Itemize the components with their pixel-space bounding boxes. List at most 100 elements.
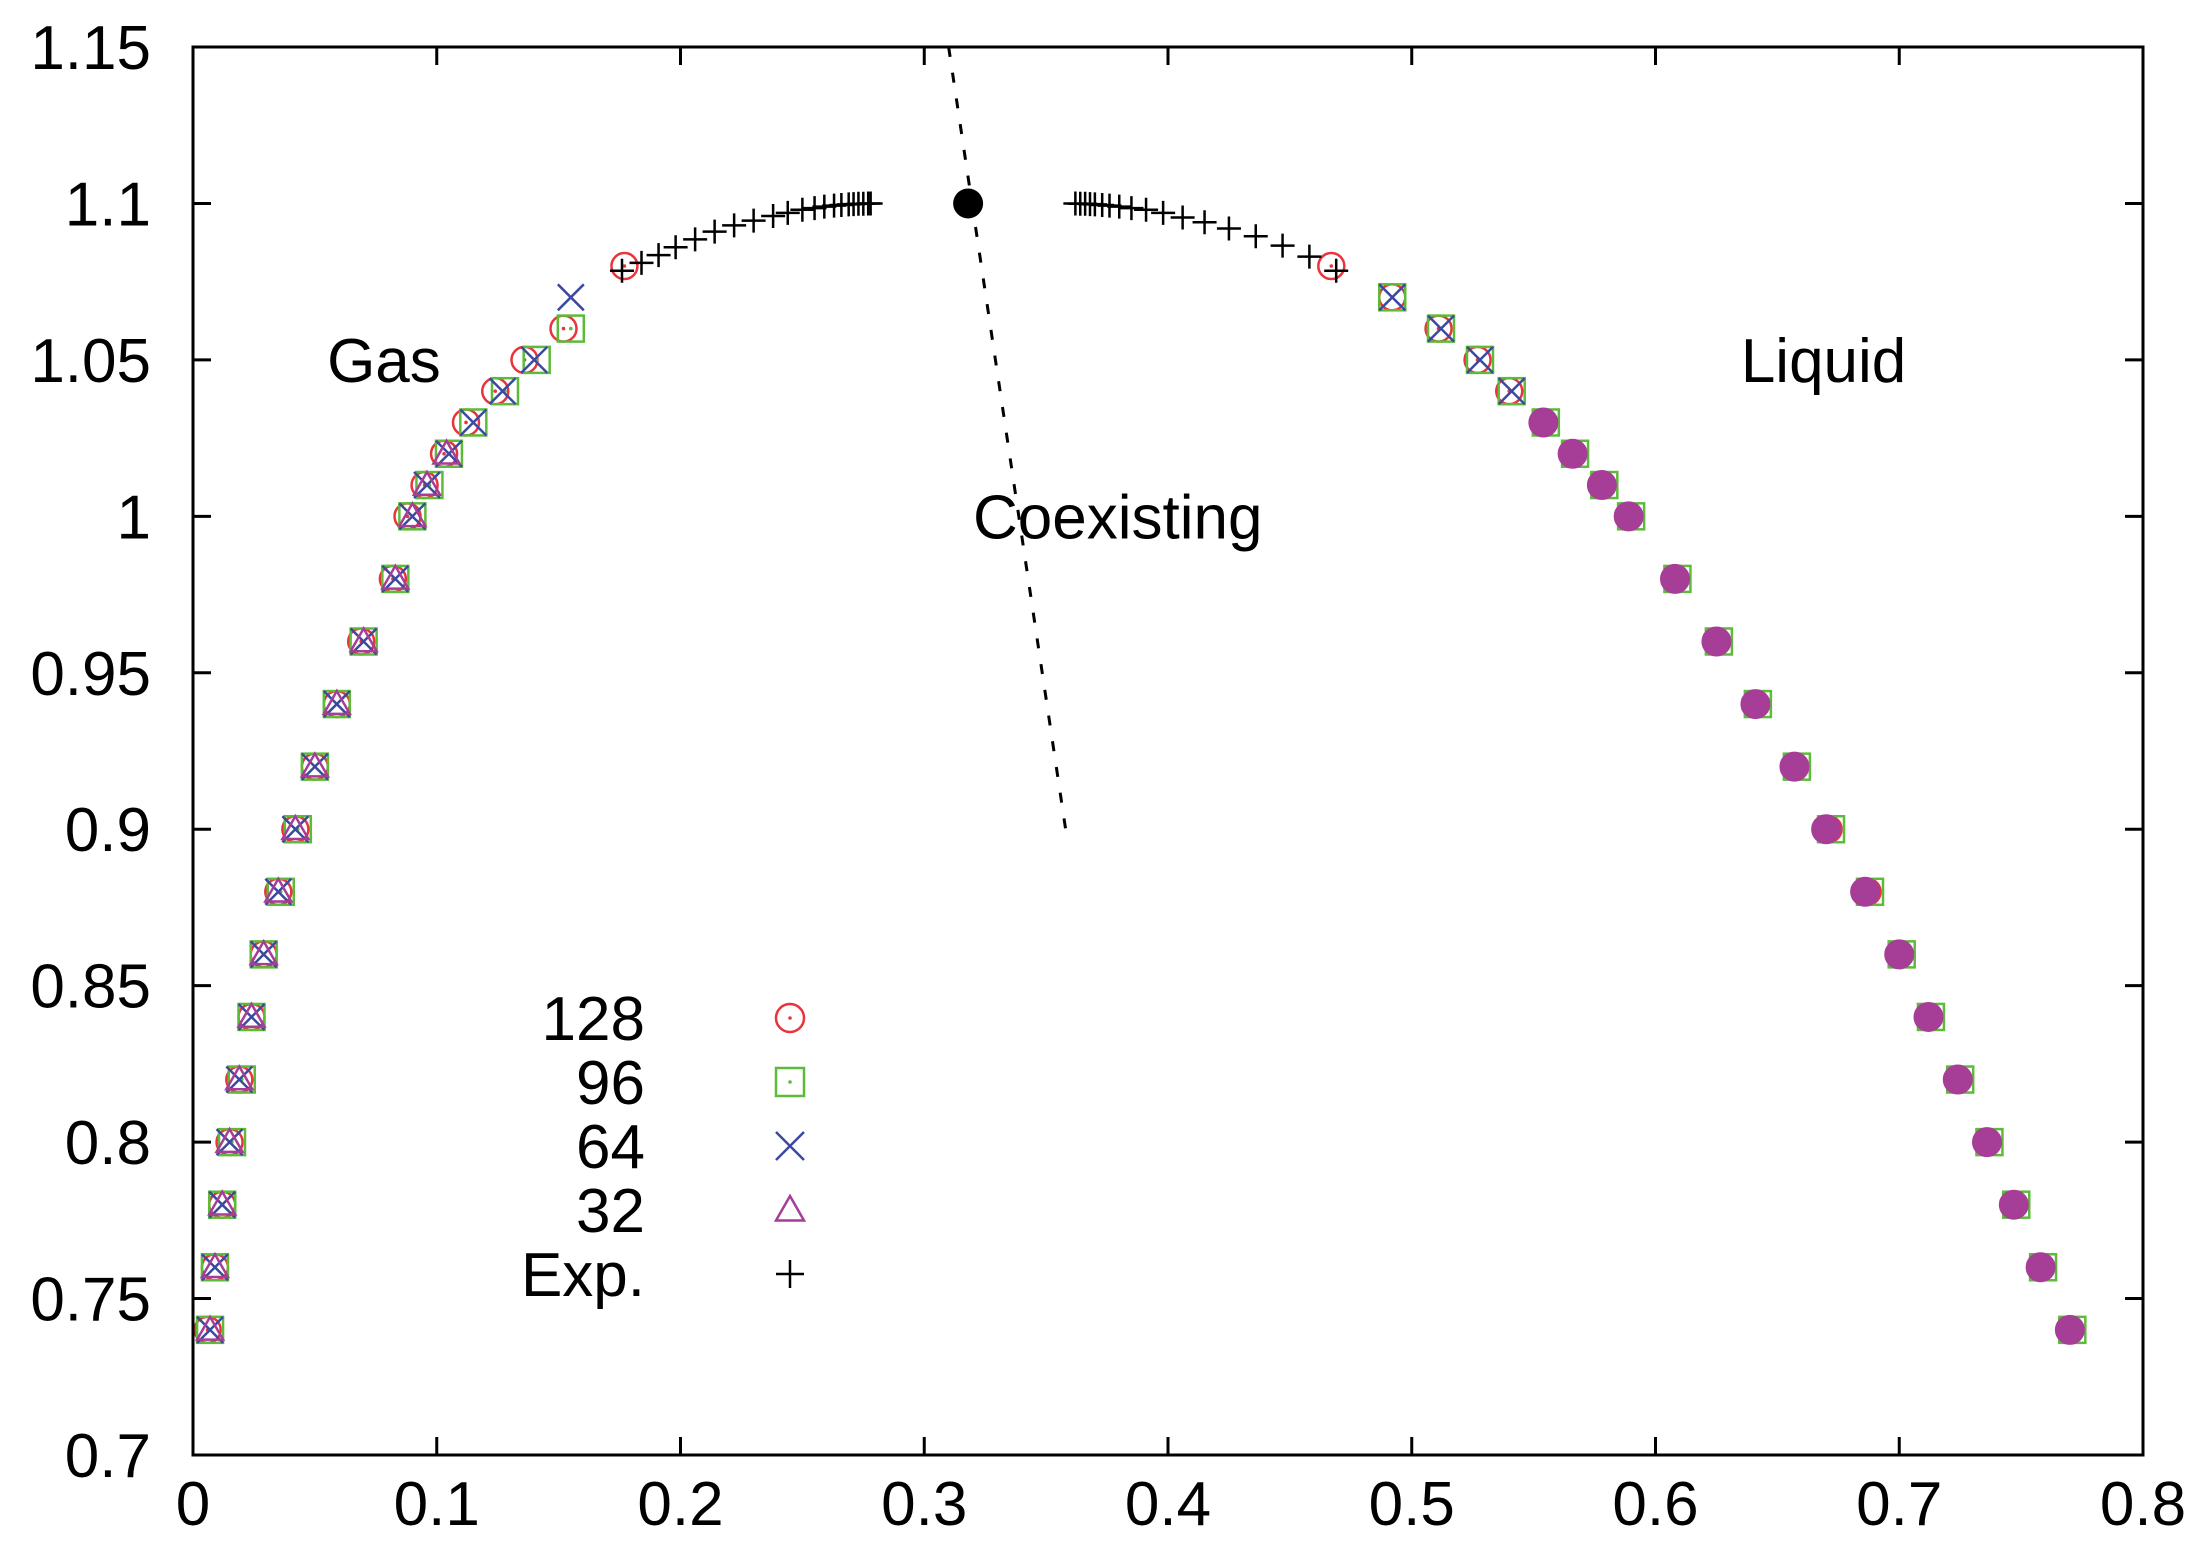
point-128-dot [1329,264,1334,268]
point-32 [280,813,311,841]
y-tick-label: 0.85 [30,953,151,1022]
point-exp [702,219,727,244]
y-tick-label: 0.8 [65,1109,151,1178]
series-32 [194,407,2085,1345]
point-128-ring [1317,251,1346,281]
point-exp [683,227,708,252]
point-128-dot [464,420,468,425]
point-64 [556,283,585,312]
point-exp [741,208,766,233]
point-32 [397,500,428,528]
y-tick-label: 1 [117,483,151,552]
point-32 [431,438,462,465]
legend-label-128: 128 [542,985,645,1054]
legend-marker-128-dot [788,1016,792,1020]
point-32 [380,563,411,590]
point-32 [263,876,294,903]
point-exp [790,197,815,222]
critical-point [953,188,984,219]
point-32 [224,1064,255,1091]
point-96-box [434,439,464,469]
point-exp [610,258,634,283]
point-32-filled [1660,563,1690,594]
point-exp [629,250,654,275]
annotation-coexisting: Coexisting [973,483,1262,552]
point-exp [1107,194,1132,219]
point-96-box [1426,314,1456,343]
data-marks [193,46,2087,1345]
y-tick-label: 0.9 [65,796,151,865]
point-exp [1324,258,1349,283]
x-tick-label: 0 [176,1470,210,1539]
annotation-gas: Gas [327,327,441,396]
point-128 [1317,251,1346,281]
y-tick-label: 1.05 [30,327,151,396]
chart-text: 0 0.1 0.2 0.3 0.4 0.5 0.6 0.7 0.8 0.7 0.75 0.8 0.85 0… [30,14,2186,1539]
point-32-filled [1942,1064,1973,1095]
point-32-filled [1779,751,1810,782]
point-128-dot [493,389,498,393]
point-exp [1243,224,1268,249]
x-tick-label: 0.5 [1369,1470,1455,1539]
point-exp [646,243,671,268]
point-exp [761,203,786,228]
point-exp [722,213,747,238]
point-128-dot [561,326,566,331]
point-32-filled [1811,814,1842,845]
point-32-filled [1586,470,1617,501]
point-32-filled [1913,1001,1944,1032]
point-32 [199,1251,231,1279]
point-96-box [1497,376,1526,406]
x-tick-label: 0.4 [1125,1470,1211,1539]
legend-marker-128 [774,1002,806,1034]
point-96-dot [569,326,573,331]
legend-label-exp: Exp. [521,1241,645,1310]
legend-marker-128-ring [774,1002,806,1034]
y-tick-label: 0.95 [30,640,151,709]
point-32 [236,1001,267,1028]
x-tick-label: 0.1 [394,1470,480,1539]
point-32-filled [1972,1127,2002,1158]
legend-marker-64 [775,1131,805,1161]
point-96-box [227,1065,256,1094]
point-64 [488,377,517,406]
point-32-filled [2025,1252,2056,1283]
point-exp [1270,233,1295,258]
point-32 [348,625,379,653]
point-32 [194,1314,226,1341]
point-exp [1170,205,1195,230]
point-32-filled [1850,876,1881,907]
point-exp [802,196,827,221]
point-96-box [556,314,586,343]
point-128-dot [622,264,627,268]
point-32 [411,469,443,497]
point-96-box [415,470,444,500]
point-64 [1427,314,1455,343]
legend-label-64: 64 [576,1113,645,1182]
point-32 [299,751,331,778]
point-96-box [283,814,313,844]
x-tick-label: 0.2 [637,1470,723,1539]
point-96-box [490,376,520,406]
point-32 [321,688,352,716]
legend-marker-96 [774,1066,806,1098]
point-96 [556,314,586,343]
point-32 [248,938,279,966]
legend-label-96: 96 [576,1049,645,1118]
point-32-filled [1557,438,1588,469]
y-tick-label: 1.1 [65,170,151,239]
point-128-dot [442,451,446,456]
legend-label-32: 32 [576,1177,645,1246]
point-64 [520,346,549,374]
point-32-filled [1528,407,1559,438]
point-64 [1497,377,1526,406]
x-tick-label: 0.8 [2100,1470,2186,1539]
point-96-box [1465,345,1495,375]
point-96-box [522,345,551,375]
point-128-ring [610,251,639,281]
point-exp [663,235,688,260]
point-96-box [217,1127,247,1157]
series-exp [610,191,1349,283]
